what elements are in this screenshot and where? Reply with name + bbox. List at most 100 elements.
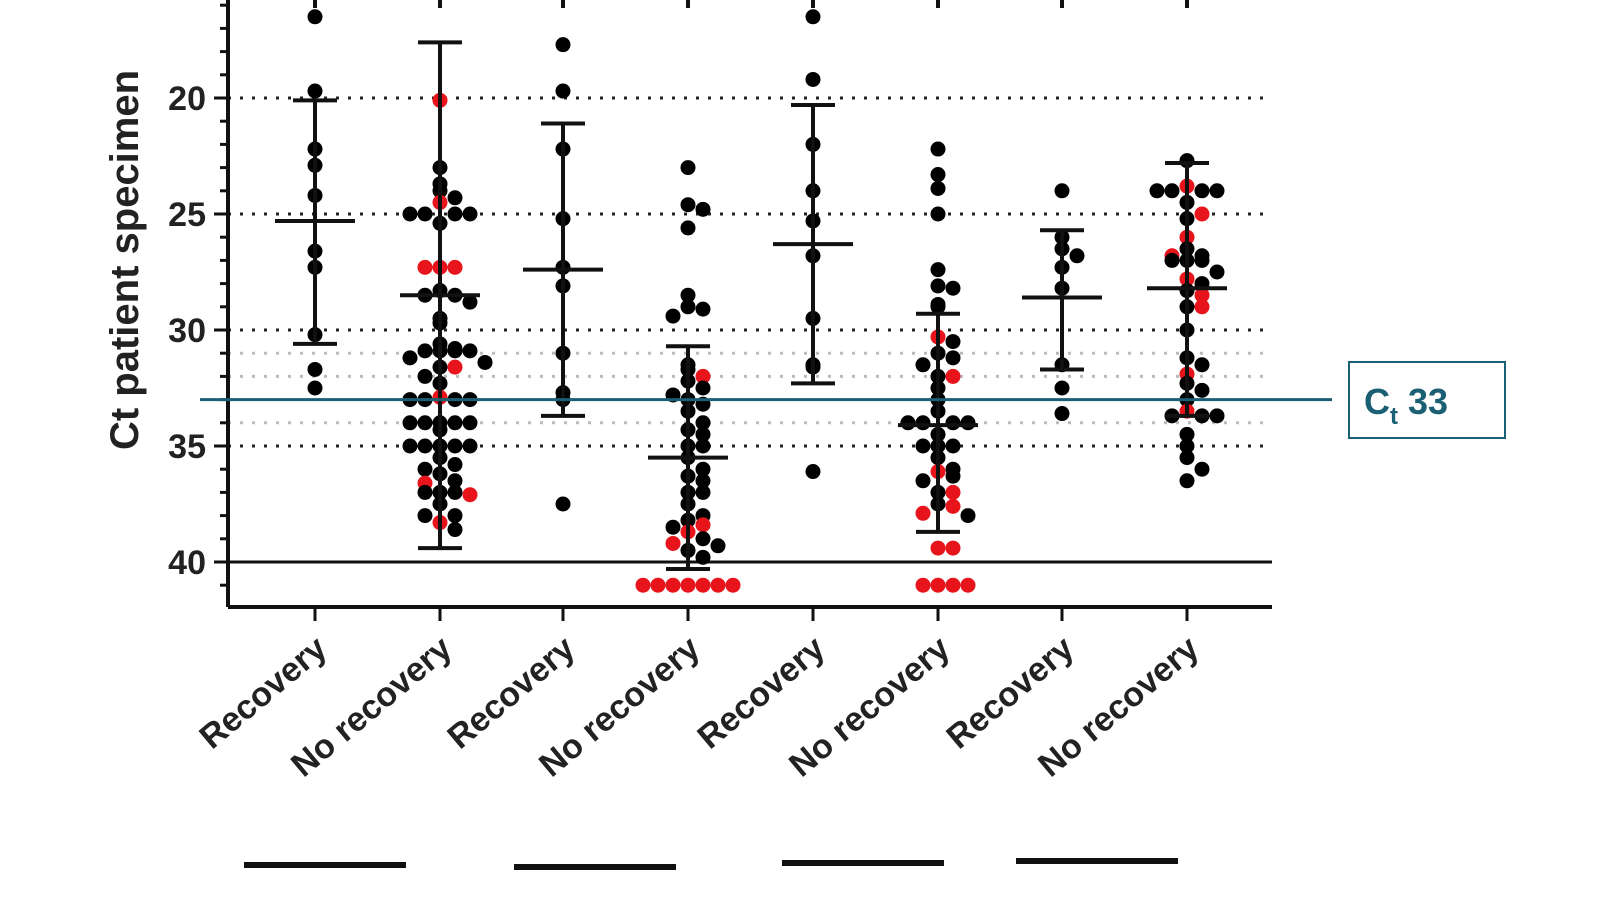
data-point bbox=[695, 201, 711, 217]
data-point bbox=[447, 484, 463, 500]
data-point bbox=[1179, 438, 1195, 454]
data-point-red bbox=[930, 577, 946, 593]
data-point-red bbox=[1194, 287, 1210, 303]
data-point bbox=[462, 343, 478, 359]
data-point bbox=[1179, 450, 1195, 466]
data-point bbox=[960, 415, 976, 431]
group-5 bbox=[773, 9, 853, 480]
data-point bbox=[695, 301, 711, 317]
data-point bbox=[477, 354, 493, 370]
y-tick-label: 30 bbox=[168, 312, 206, 350]
data-point bbox=[1209, 183, 1225, 199]
y-axis-title: Ct patient specimen bbox=[103, 70, 147, 450]
data-point bbox=[1194, 382, 1210, 398]
data-point bbox=[555, 37, 571, 53]
group-3 bbox=[523, 37, 603, 512]
data-point bbox=[930, 180, 946, 196]
data-point bbox=[695, 380, 711, 396]
data-point bbox=[1179, 426, 1195, 442]
data-point-red bbox=[945, 540, 961, 556]
data-point bbox=[462, 415, 478, 431]
data-point bbox=[695, 484, 711, 500]
data-point-red bbox=[1194, 299, 1210, 315]
data-point bbox=[417, 415, 433, 431]
group-8 bbox=[1147, 153, 1227, 489]
data-point bbox=[710, 538, 726, 554]
y-tick-label: 40 bbox=[168, 544, 206, 582]
data-point bbox=[462, 438, 478, 454]
data-point bbox=[930, 206, 946, 222]
data-point bbox=[307, 9, 323, 25]
data-point bbox=[1194, 357, 1210, 373]
data-point bbox=[680, 287, 696, 303]
data-point-red bbox=[945, 484, 961, 500]
data-point bbox=[1179, 473, 1195, 489]
data-point bbox=[915, 473, 931, 489]
data-point bbox=[447, 343, 463, 359]
data-point bbox=[307, 361, 323, 377]
data-point bbox=[665, 519, 681, 535]
data-point bbox=[1069, 248, 1085, 264]
data-point bbox=[447, 415, 463, 431]
threshold-label-box bbox=[1348, 361, 1506, 439]
data-point bbox=[915, 357, 931, 373]
data-point bbox=[1164, 252, 1180, 268]
data-point bbox=[695, 549, 711, 565]
data-point bbox=[930, 141, 946, 157]
data-point bbox=[447, 438, 463, 454]
y-tick-label: 20 bbox=[168, 80, 206, 118]
data-point-red bbox=[945, 577, 961, 593]
data-point bbox=[402, 206, 418, 222]
data-point bbox=[900, 415, 916, 431]
data-point bbox=[960, 508, 976, 524]
data-point bbox=[680, 197, 696, 213]
ct33-threshold: Ct 33 bbox=[200, 361, 1506, 439]
data-point bbox=[805, 71, 821, 87]
data-point-red bbox=[695, 517, 711, 533]
data-point bbox=[417, 461, 433, 477]
data-point-red bbox=[1194, 206, 1210, 222]
data-point bbox=[805, 9, 821, 25]
data-point bbox=[402, 438, 418, 454]
data-point-red bbox=[447, 359, 463, 375]
data-point-red bbox=[695, 368, 711, 384]
data-point bbox=[695, 426, 711, 442]
data-point bbox=[447, 190, 463, 206]
y-tick-label: 25 bbox=[168, 196, 206, 234]
data-point bbox=[680, 299, 696, 315]
data-point-red bbox=[710, 577, 726, 593]
data-point bbox=[307, 380, 323, 396]
data-point bbox=[930, 278, 946, 294]
data-point-red bbox=[695, 577, 711, 593]
data-point bbox=[1149, 183, 1165, 199]
data-point bbox=[402, 350, 418, 366]
data-point bbox=[1209, 408, 1225, 424]
data-point bbox=[417, 438, 433, 454]
data-point bbox=[680, 160, 696, 176]
data-point-red bbox=[945, 498, 961, 514]
data-point bbox=[462, 206, 478, 222]
data-point bbox=[417, 484, 433, 500]
data-point bbox=[447, 457, 463, 473]
group-4 bbox=[635, 160, 741, 593]
data-point bbox=[695, 438, 711, 454]
data-point bbox=[447, 508, 463, 524]
data-point-red bbox=[725, 577, 741, 593]
data-point bbox=[945, 438, 961, 454]
threshold-label: Ct 33 bbox=[1364, 381, 1448, 430]
data-point bbox=[417, 508, 433, 524]
data-point bbox=[665, 308, 681, 324]
data-point bbox=[447, 473, 463, 489]
data-point-red bbox=[447, 259, 463, 275]
data-point bbox=[555, 83, 571, 99]
group-1 bbox=[275, 9, 355, 396]
data-point bbox=[307, 83, 323, 99]
data-point bbox=[1194, 252, 1210, 268]
data-point bbox=[945, 415, 961, 431]
data-point-red bbox=[680, 577, 696, 593]
data-point-red bbox=[930, 540, 946, 556]
data-point bbox=[930, 262, 946, 278]
data-point bbox=[1209, 264, 1225, 280]
